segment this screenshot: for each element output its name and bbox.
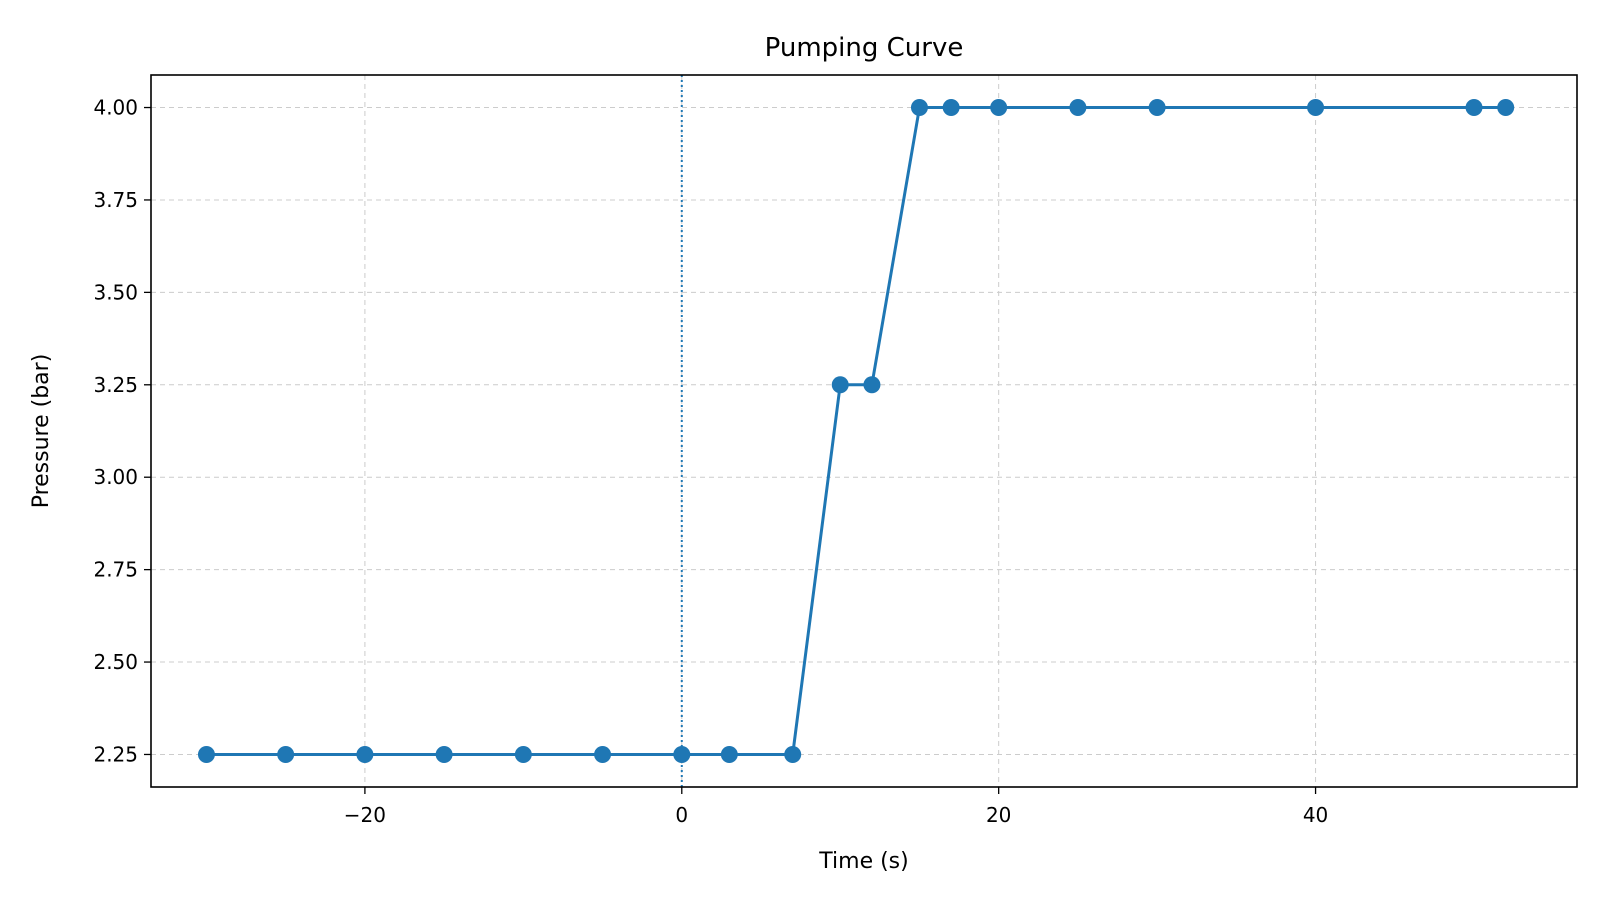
data-point	[673, 745, 691, 763]
x-tick-label: 0	[675, 803, 688, 827]
data-point	[435, 745, 453, 763]
y-axis-label: Pressure (bar)	[29, 354, 54, 509]
y-tick-label: 2.75	[93, 558, 138, 582]
y-tick-label: 2.50	[93, 650, 138, 674]
data-point	[356, 745, 374, 763]
data-point	[784, 745, 802, 763]
data-point	[277, 745, 295, 763]
x-tick-label: 20	[986, 803, 1011, 827]
y-tick-label: 2.25	[93, 742, 138, 766]
data-point	[1307, 99, 1325, 117]
chart-title: Pumping Curve	[765, 33, 964, 63]
data-point	[942, 99, 960, 117]
series-layer	[197, 99, 1515, 763]
data-point	[197, 745, 215, 763]
data-point	[1497, 99, 1515, 117]
plot-frame	[150, 74, 1578, 788]
y-tick-label: 3.50	[93, 280, 138, 304]
data-point	[910, 99, 928, 117]
y-tick-label: 3.00	[93, 465, 138, 489]
y-tick-label: 3.25	[93, 373, 138, 397]
data-point	[514, 745, 532, 763]
data-point	[594, 745, 612, 763]
data-point	[831, 376, 849, 394]
data-point	[990, 99, 1008, 117]
data-point	[1148, 99, 1166, 117]
y-tick-label: 3.75	[93, 188, 138, 212]
axis-ticks: −20 0 20 40 2.25 2.50 2.75 3.00 3.25 3.50 3.75 4.00	[93, 96, 1328, 827]
data-point	[1465, 99, 1483, 117]
x-tick-label: 40	[1303, 803, 1328, 827]
data-point	[720, 745, 738, 763]
data-point	[1069, 99, 1087, 117]
x-axis-label: Time (s)	[818, 849, 908, 874]
grid-lines	[151, 75, 1577, 787]
y-tick-label: 4.00	[93, 96, 138, 120]
x-tick-label: −20	[344, 803, 386, 827]
data-point	[863, 376, 881, 394]
